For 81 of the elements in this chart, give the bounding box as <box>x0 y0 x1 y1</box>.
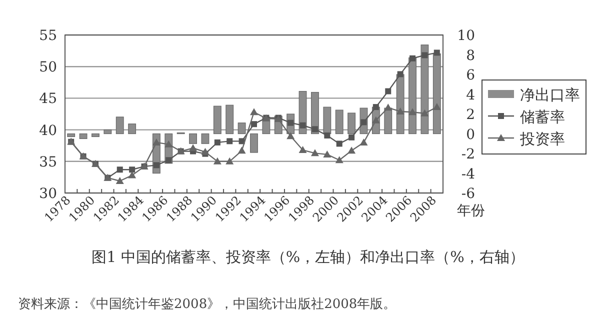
point <box>116 166 123 173</box>
point <box>323 150 332 158</box>
y-tick-label: 40 <box>39 122 57 139</box>
y-tick-label: 45 <box>39 91 57 108</box>
bar <box>238 122 246 134</box>
point <box>408 108 417 116</box>
y-tick-label: 30 <box>39 186 57 202</box>
point <box>385 88 392 94</box>
point <box>286 132 295 140</box>
legend-label: 净出口率 <box>520 86 580 104</box>
point <box>335 156 344 164</box>
y2-tick-label: -6 <box>461 186 476 202</box>
point <box>201 148 210 155</box>
point <box>116 176 124 184</box>
bar <box>189 133 197 144</box>
point <box>348 134 355 140</box>
bar <box>226 104 234 134</box>
point <box>420 109 429 116</box>
y2-tick-label: 2 <box>466 107 475 123</box>
point <box>166 157 172 164</box>
y2-tick-label: 10 <box>457 28 475 44</box>
bar <box>67 133 76 138</box>
point <box>432 103 441 110</box>
point <box>213 157 222 164</box>
point <box>298 146 307 154</box>
bar <box>348 112 356 134</box>
y-tick-label: 55 <box>39 28 57 44</box>
bar <box>201 133 210 144</box>
point <box>251 121 257 128</box>
point <box>300 122 306 128</box>
point <box>152 138 160 146</box>
bar <box>104 130 112 134</box>
bar <box>335 110 344 134</box>
point <box>128 171 136 178</box>
y2-tick-label: 0 <box>466 126 475 143</box>
y2-tick-label: -4 <box>461 166 476 182</box>
point <box>226 157 234 164</box>
y2-tick-label: 8 <box>466 48 475 64</box>
point <box>410 55 416 62</box>
y2-tick-label: 4 <box>466 87 476 104</box>
text: 图1 中国的储蓄率、投资率（%，左轴）和净出口率（%，右轴） <box>92 248 524 266</box>
bar <box>116 116 124 134</box>
bar <box>79 133 88 139</box>
point <box>434 50 440 56</box>
point <box>397 71 404 78</box>
legend-label: 投资率 <box>519 130 565 148</box>
point <box>360 138 368 146</box>
point <box>312 126 318 132</box>
point <box>129 166 136 173</box>
point <box>336 140 342 147</box>
point <box>238 146 246 154</box>
bar <box>384 108 392 134</box>
point <box>372 116 380 124</box>
point <box>360 119 367 126</box>
point <box>396 107 404 114</box>
point <box>164 140 173 148</box>
point <box>214 139 220 146</box>
bar <box>432 53 441 134</box>
y2-tick-label: -2 <box>461 146 475 162</box>
point <box>153 162 160 168</box>
point <box>422 52 428 58</box>
bar <box>250 133 258 153</box>
point <box>348 146 356 154</box>
bar <box>323 106 332 134</box>
y-tick-label: 50 <box>39 60 57 76</box>
point <box>189 144 198 152</box>
point <box>324 132 330 138</box>
point <box>372 104 379 110</box>
y-tick-label: 35 <box>39 154 57 170</box>
bar <box>92 133 100 138</box>
point <box>250 108 258 116</box>
point <box>310 149 319 156</box>
text: 资料来源：《中国统计年鉴2008》，中国统计出版社2008年版。 <box>18 297 396 312</box>
point <box>226 138 233 144</box>
y2-tick-label: 6 <box>466 68 476 84</box>
bar <box>213 106 222 134</box>
bar <box>128 124 136 134</box>
x-axis-title: 年份 <box>457 203 485 219</box>
bar <box>408 57 416 134</box>
legend-label: 储蓄率 <box>520 108 565 126</box>
point <box>384 104 392 111</box>
